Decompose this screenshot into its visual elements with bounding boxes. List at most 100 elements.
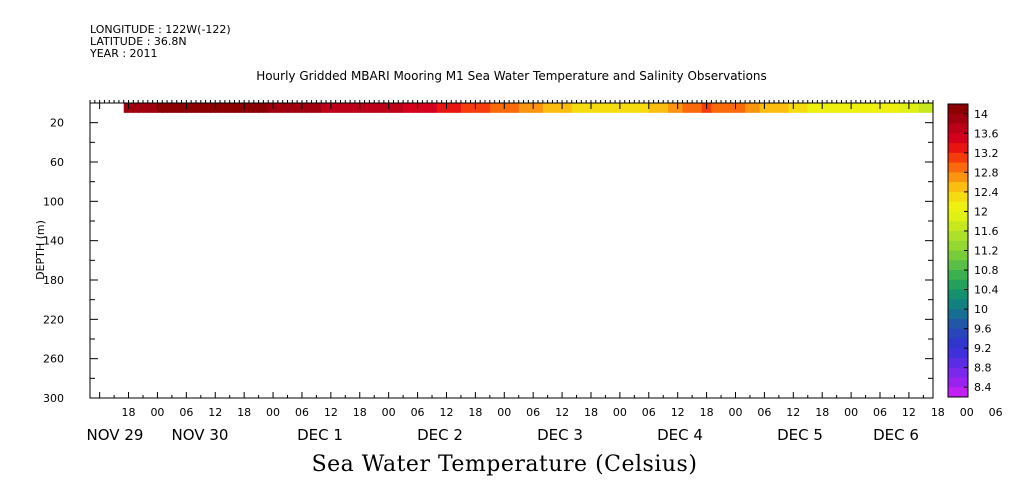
x-day-label: DEC 6 bbox=[873, 426, 919, 444]
heatmap-cell bbox=[282, 103, 289, 113]
heatmap-cell bbox=[191, 103, 197, 113]
heatmap-cell bbox=[273, 103, 279, 113]
heatmap-cell bbox=[374, 103, 380, 113]
heatmap-cell bbox=[523, 103, 529, 113]
heatmap-cell bbox=[215, 103, 221, 113]
heatmap-cell bbox=[306, 103, 313, 113]
x-hour-label: 18 bbox=[700, 406, 714, 419]
heatmap-cell bbox=[470, 103, 476, 113]
colorbar-swatch bbox=[948, 152, 968, 163]
heatmap-cell bbox=[595, 103, 602, 113]
x-hour-label: 00 bbox=[150, 406, 164, 419]
heatmap-cell bbox=[398, 103, 404, 113]
x-hour-label: 12 bbox=[208, 406, 222, 419]
heatmap-cell bbox=[586, 103, 592, 113]
colorbar-label: 10.4 bbox=[974, 284, 999, 297]
x-hour-label: 00 bbox=[728, 406, 742, 419]
heatmap-cell bbox=[417, 103, 423, 113]
heatmap-cell bbox=[749, 103, 756, 113]
colorbar-swatch bbox=[948, 318, 968, 330]
x-day-label: DEC 4 bbox=[657, 426, 703, 444]
heatmap-cell bbox=[176, 103, 183, 113]
heatmap-cell bbox=[619, 103, 626, 113]
colorbar-label: 10.8 bbox=[974, 264, 999, 277]
heatmap-cell bbox=[581, 103, 587, 113]
heatmap-cell bbox=[167, 103, 173, 113]
x-day-label: DEC 2 bbox=[417, 426, 463, 444]
colorbar-swatch bbox=[948, 230, 968, 242]
x-hour-label: 18 bbox=[122, 406, 136, 419]
x-hour-label: 06 bbox=[411, 406, 425, 419]
heatmap-cell bbox=[745, 103, 751, 113]
x-hour-label: 06 bbox=[873, 406, 887, 419]
y-tick-label: 180 bbox=[43, 274, 64, 287]
heatmap-cell bbox=[716, 103, 722, 113]
heatmap-cell bbox=[263, 103, 269, 113]
x-hour-label: 18 bbox=[584, 406, 598, 419]
y-tick-label: 60 bbox=[50, 156, 64, 169]
heatmap-cell bbox=[364, 103, 370, 113]
heatmap-cell bbox=[889, 103, 896, 113]
heatmap-cell bbox=[841, 103, 847, 113]
heatmap-cell bbox=[904, 103, 910, 113]
heatmap-cell bbox=[533, 103, 539, 113]
heatmap-cell bbox=[513, 103, 520, 113]
heatmap-cell bbox=[509, 103, 515, 113]
colorbar-swatch bbox=[948, 250, 968, 261]
heatmap-cell bbox=[345, 103, 351, 113]
x-hour-label: 12 bbox=[786, 406, 800, 419]
heatmap-cell bbox=[663, 103, 669, 113]
heatmap-cell bbox=[393, 103, 399, 113]
heatmap-cell bbox=[287, 103, 293, 113]
heatmap-cell bbox=[407, 103, 414, 113]
colorbar-swatch bbox=[948, 328, 968, 339]
colorbar-label: 11.6 bbox=[974, 225, 999, 238]
colorbar-swatch bbox=[948, 240, 968, 251]
heatmap-cell bbox=[181, 103, 187, 113]
colorbar-swatch bbox=[948, 348, 968, 359]
heatmap-cell bbox=[754, 103, 761, 113]
heatmap-cell bbox=[836, 103, 843, 113]
heatmap-cell bbox=[456, 103, 462, 113]
x-day-label: DEC 5 bbox=[777, 426, 823, 444]
heatmap-cell bbox=[436, 103, 443, 113]
heatmap-cell bbox=[672, 103, 679, 113]
heatmap-cell bbox=[388, 103, 395, 113]
heatmap-cell bbox=[489, 103, 496, 113]
heatmap-cell bbox=[610, 103, 616, 113]
x-hour-label: 12 bbox=[671, 406, 685, 419]
x-day-label: DEC 3 bbox=[537, 426, 583, 444]
heatmap-cell bbox=[412, 103, 419, 113]
heatmap-cell bbox=[793, 103, 799, 113]
heatmap-cell bbox=[576, 103, 582, 113]
y-tick-label: 260 bbox=[43, 353, 64, 366]
heatmap-cell bbox=[186, 103, 192, 113]
heatmap-cell bbox=[369, 103, 375, 113]
colorbar-swatch bbox=[948, 367, 968, 378]
y-tick-label: 220 bbox=[43, 313, 64, 326]
heatmap-cell bbox=[147, 103, 154, 113]
chart-subtitle: Sea Water Temperature (Celsius) bbox=[311, 452, 698, 477]
heatmap-cell bbox=[504, 103, 510, 113]
heatmap-cell bbox=[340, 103, 346, 113]
heatmap-cell bbox=[248, 103, 255, 113]
heatmap-cell bbox=[205, 103, 212, 113]
heatmap-cell bbox=[908, 103, 915, 113]
heatmap-cell bbox=[812, 103, 818, 113]
heatmap-cell bbox=[769, 103, 775, 113]
heatmap-cell bbox=[239, 103, 245, 113]
heatmap-cell bbox=[865, 103, 871, 113]
heatmap-cell bbox=[711, 103, 717, 113]
heatmap-cell bbox=[552, 103, 558, 113]
heatmap-cell bbox=[880, 103, 886, 113]
heatmap-cell bbox=[292, 103, 298, 113]
colorbar-label: 8.4 bbox=[974, 381, 992, 394]
colorbar-swatch bbox=[948, 387, 968, 398]
heatmap-cell bbox=[735, 103, 741, 113]
x-hour-label: 12 bbox=[439, 406, 453, 419]
heatmap-cell bbox=[701, 103, 708, 113]
heatmap-cell bbox=[152, 103, 159, 113]
heatmap-cell bbox=[244, 103, 250, 113]
heatmap-cell bbox=[566, 103, 573, 113]
